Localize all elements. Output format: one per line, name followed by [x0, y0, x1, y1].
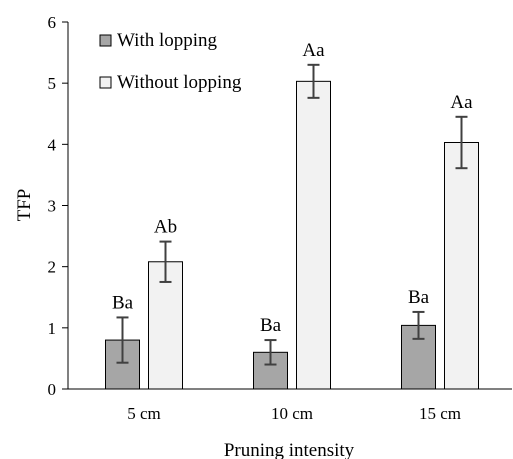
bar: [296, 80, 331, 390]
y-tick-label: 1: [48, 319, 57, 338]
y-tick-label: 0: [48, 380, 57, 399]
x-tick-label: 10 cm: [271, 404, 313, 423]
x-tick-label: 5 cm: [127, 404, 161, 423]
y-tick-label: 4: [48, 135, 57, 154]
axes: 0 1 2 3 4 5 6 5 cm 10 cm 15 cm: [48, 13, 512, 423]
bar-data-label: Ba: [112, 292, 134, 313]
y-tick-label: 5: [48, 74, 57, 93]
legend-entry: Without lopping: [117, 72, 242, 93]
x-tick-label: 15 cm: [419, 404, 461, 423]
y-axis-title: TFP: [14, 189, 35, 222]
legend: With lopping Without lopping: [99, 30, 242, 93]
y-tick-label: 2: [48, 258, 57, 277]
y-tick-label: 6: [48, 13, 57, 32]
legend-entry: With lopping: [117, 30, 218, 51]
legend-swatch: [99, 34, 112, 47]
bar-data-label: Ba: [260, 315, 282, 336]
bar: [148, 261, 183, 390]
x-axis-title: Pruning intensity: [224, 440, 355, 459]
bar-data-label: Aa: [450, 92, 473, 113]
bar: [444, 141, 479, 390]
y-tick-label: 3: [48, 197, 57, 216]
bar-data-label: Aa: [302, 40, 325, 61]
bar-data-label: Ba: [408, 287, 430, 308]
legend-swatch: [99, 76, 112, 89]
bars: Ba Ab Ba Aa Ba Aa: [105, 40, 479, 390]
bar-data-label: Ab: [154, 217, 177, 238]
